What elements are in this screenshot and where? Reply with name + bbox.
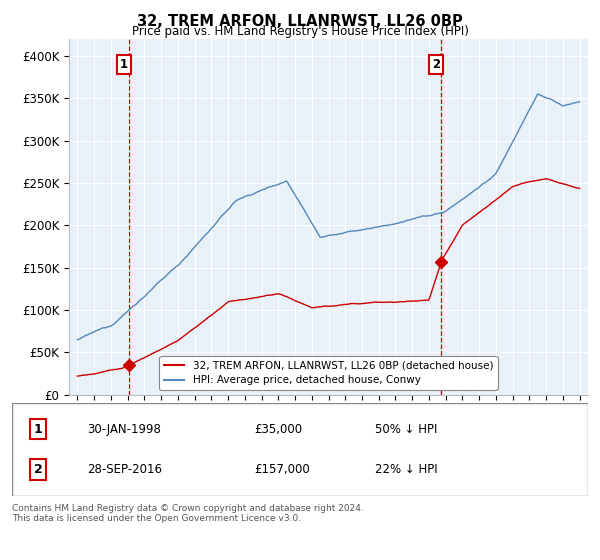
Text: £35,000: £35,000 [254,423,302,436]
Legend: 32, TREM ARFON, LLANRWST, LL26 0BP (detached house), HPI: Average price, detache: 32, TREM ARFON, LLANRWST, LL26 0BP (deta… [160,356,497,390]
Text: 2: 2 [34,463,42,476]
Text: 30-JAN-1998: 30-JAN-1998 [87,423,161,436]
Text: £157,000: £157,000 [254,463,310,476]
Text: 50% ↓ HPI: 50% ↓ HPI [375,423,437,436]
Text: Contains HM Land Registry data © Crown copyright and database right 2024.
This d: Contains HM Land Registry data © Crown c… [12,504,364,524]
Text: 1: 1 [34,423,42,436]
Text: 22% ↓ HPI: 22% ↓ HPI [375,463,437,476]
Text: 2: 2 [432,58,440,71]
FancyBboxPatch shape [12,403,588,496]
Text: 32, TREM ARFON, LLANRWST, LL26 0BP: 32, TREM ARFON, LLANRWST, LL26 0BP [137,14,463,29]
Text: 1: 1 [120,58,128,71]
Text: Price paid vs. HM Land Registry's House Price Index (HPI): Price paid vs. HM Land Registry's House … [131,25,469,38]
Text: 28-SEP-2016: 28-SEP-2016 [87,463,162,476]
